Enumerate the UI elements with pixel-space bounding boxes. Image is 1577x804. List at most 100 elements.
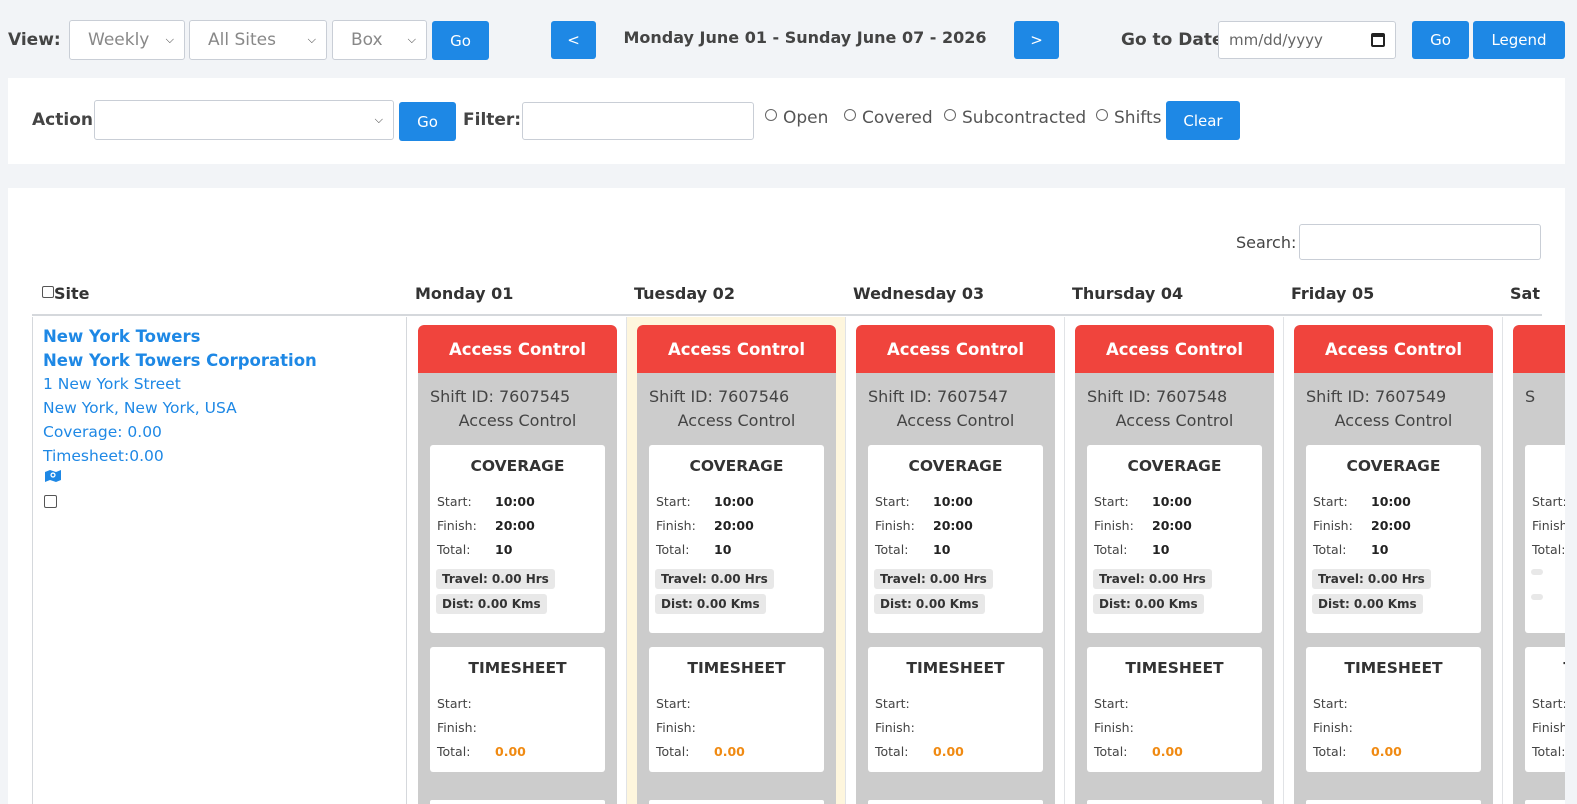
timesheet-box: TIMESHEET Start: Finish: Total: 0.00	[868, 647, 1043, 772]
radio-subcontracted[interactable]: Subcontracted	[944, 108, 1086, 128]
radio-circle[interactable]	[1096, 109, 1108, 121]
timesheet-finish-label: Finish:	[875, 720, 915, 735]
radio-subcontracted-label: Subcontracted	[962, 108, 1087, 128]
coverage-total-label: Total:	[1094, 542, 1128, 557]
site-city[interactable]: New York, New York, USA	[43, 399, 237, 417]
next-week-button[interactable]: >	[1014, 21, 1059, 59]
timesheet-start-label: Start:	[656, 696, 691, 711]
coverage-title: COVERAGE	[1127, 457, 1222, 475]
search-input[interactable]	[1299, 224, 1541, 260]
coverage-finish-value: 20:00	[495, 518, 535, 533]
goto-date-input[interactable]: mm/dd/yyyy	[1218, 21, 1396, 59]
search-label: Search:	[1236, 233, 1297, 252]
timesheet-box: TIMESHEET Start: Finish: Total: 0.00	[1306, 647, 1481, 772]
shift-title[interactable]: Access Control	[856, 325, 1055, 373]
style-select[interactable]: Box ⌵	[332, 20, 427, 60]
coverage-finish-value: 20:00	[1152, 518, 1192, 533]
timesheet-title: TIMESHEET	[468, 659, 567, 677]
timesheet-start-label: Start:	[1094, 696, 1129, 711]
next-box-edge	[1525, 800, 1565, 804]
coverage-title: COVERAGE	[1525, 457, 1565, 475]
radio-circle[interactable]	[844, 109, 856, 121]
table-row: New York Towers New York Towers Corporat…	[32, 317, 1565, 804]
prev-week-button[interactable]: <	[551, 21, 596, 59]
shift-card[interactable]: Access Control Shift ID: 7607547 Access …	[856, 325, 1055, 804]
coverage-box: COVERAGE Start: 10:00 Finish: 20:00 Tota…	[1087, 445, 1262, 633]
distance-badge: Dist: 0.00 Kms	[1093, 594, 1204, 614]
sites-select[interactable]: All Sites ⌵	[189, 20, 327, 60]
view-select[interactable]: Weekly ⌵	[69, 20, 185, 60]
radio-circle[interactable]	[765, 109, 777, 121]
chevron-down-icon: ⌵	[165, 33, 174, 46]
action-go-button[interactable]: Go	[399, 102, 456, 141]
action-select[interactable]: ⌵	[94, 100, 394, 140]
next-box-edge	[649, 800, 824, 804]
radio-shifts[interactable]: Shifts	[1096, 108, 1162, 128]
radio-covered[interactable]: Covered	[844, 108, 933, 128]
coverage-title: COVERAGE	[470, 457, 565, 475]
chevron-down-icon: ⌵	[407, 33, 416, 46]
site-row-checkbox[interactable]	[44, 495, 57, 508]
day-header[interactable]: Thursday 04	[1072, 284, 1184, 303]
distance-badge: Dist: 0.00 Kms	[874, 594, 985, 614]
chevron-down-icon: ⌵	[307, 33, 316, 46]
shift-id: S	[1525, 387, 1536, 406]
day-header[interactable]: Tuesday 02	[634, 284, 735, 303]
sites-select-value: All Sites	[208, 30, 276, 50]
shift-title[interactable]: Access Control	[1075, 325, 1274, 373]
filter-input[interactable]	[522, 102, 754, 140]
timesheet-total-value: 0.00	[1152, 744, 1183, 759]
timesheet-title: TIMESHEET	[1344, 659, 1443, 677]
timesheet-total-value: 0.00	[714, 744, 745, 759]
timesheet-box: TIMESHEET Start: Finish: Total: 0.00	[649, 647, 824, 772]
radio-circle[interactable]	[944, 109, 956, 121]
site-timesheet[interactable]: Timesheet:0.00	[43, 447, 164, 465]
shift-card[interactable]: Access Control Shift ID: 7607549 Access …	[1294, 325, 1493, 804]
calendar-icon[interactable]	[1371, 33, 1385, 47]
radio-open[interactable]: Open	[765, 108, 828, 128]
map-icon[interactable]	[44, 469, 62, 483]
action-filter-panel: Action: ⌵ Go Filter: Open Covered Subcon…	[8, 78, 1565, 164]
select-all-checkbox[interactable]	[42, 286, 54, 298]
distance-badge: Dist: 0.00 Kms	[655, 594, 766, 614]
site-name-link[interactable]: New York Towers	[43, 327, 201, 346]
shift-card[interactable]: Access Control Shift ID: 7607546 Access …	[637, 325, 836, 804]
shift-title[interactable]	[1513, 325, 1565, 373]
coverage-total-value: 10	[1152, 542, 1170, 557]
coverage-start-label: Start:	[875, 494, 910, 509]
day-header[interactable]: Monday 01	[415, 284, 514, 303]
timesheet-title: TIMESHEET	[687, 659, 786, 677]
timesheet-total-label: Total:	[1532, 744, 1565, 759]
timesheet-box: TIMESHEET Start: Finish: Total:	[1525, 647, 1565, 772]
coverage-box: COVERAGE Start: 10:00 Finish: 20:00 Tota…	[1306, 445, 1481, 633]
coverage-finish-value: 20:00	[714, 518, 754, 533]
coverage-start-value: 10:00	[495, 494, 535, 509]
site-address[interactable]: 1 New York Street	[43, 375, 181, 393]
shift-title[interactable]: Access Control	[637, 325, 836, 373]
day-cell: Access Control Shift ID: 7607546 Access …	[627, 317, 846, 804]
shift-position: Access Control	[1334, 411, 1453, 430]
day-header[interactable]: Friday 05	[1291, 284, 1375, 303]
shift-card[interactable]: Access Control Shift ID: 7607548 Access …	[1075, 325, 1274, 804]
day-header[interactable]: Sat	[1510, 284, 1540, 303]
coverage-start-value: 10:00	[714, 494, 754, 509]
shift-card[interactable]: Access Control Shift ID: 7607545 Access …	[418, 325, 617, 804]
coverage-box: COVERAGE Start: 10:00 Finish: 20:00 Tota…	[649, 445, 824, 633]
view-go-button[interactable]: Go	[432, 21, 489, 60]
shift-title[interactable]: Access Control	[1294, 325, 1493, 373]
timesheet-total-label: Total:	[656, 744, 690, 759]
legend-button[interactable]: Legend	[1473, 21, 1565, 59]
goto-date-go-button[interactable]: Go	[1412, 21, 1469, 59]
clear-button[interactable]: Clear	[1166, 101, 1240, 140]
day-header[interactable]: Wednesday 03	[853, 284, 985, 303]
next-box-edge	[1306, 800, 1481, 804]
site-company-link[interactable]: New York Towers Corporation	[43, 351, 317, 370]
travel-badge: Travel: 0.00 Hrs	[874, 569, 993, 589]
site-coverage[interactable]: Coverage: 0.00	[43, 423, 162, 441]
timesheet-finish-label: Finish:	[437, 720, 477, 735]
shift-card[interactable]: S COVERAGE Start: Finish: Total: TIMESHE…	[1513, 325, 1565, 804]
shift-title[interactable]: Access Control	[418, 325, 617, 373]
action-label: Action:	[32, 110, 100, 130]
site-cell: New York Towers New York Towers Corporat…	[33, 317, 407, 804]
timesheet-start-label: Start:	[875, 696, 910, 711]
